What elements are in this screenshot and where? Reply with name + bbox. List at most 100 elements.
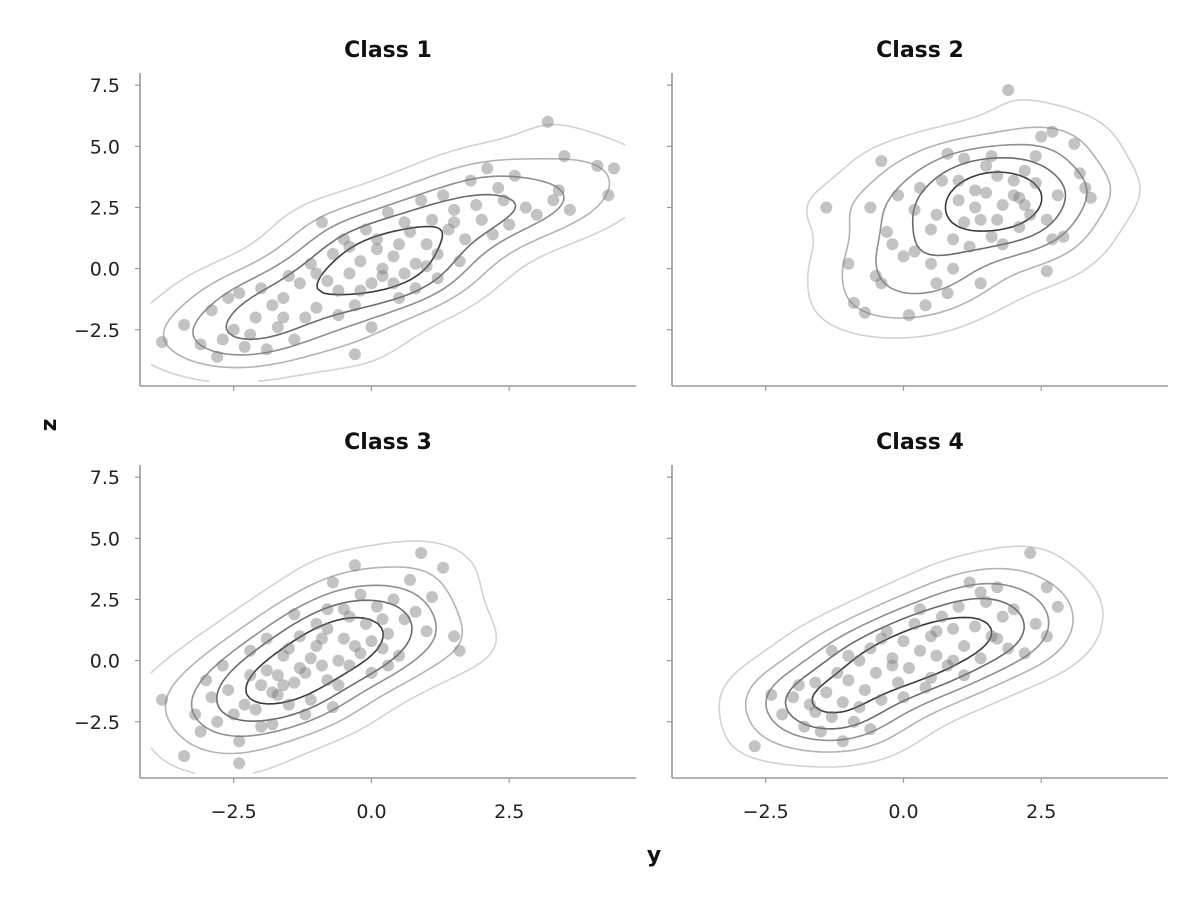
scatter-point [919,299,932,312]
scatter-point [875,632,888,645]
scatter-point [348,348,361,361]
scatter-point [497,194,510,207]
density-contour-level-5 [944,171,1043,232]
scatter-point [337,233,350,246]
scatter-point [563,203,576,216]
scatter-point [925,671,937,684]
scatter-point [969,184,982,197]
scatter-point [255,720,268,733]
scatter-point [941,287,954,300]
scatter-point [288,333,301,346]
scatter-points [156,115,620,363]
scatter-point [464,174,477,187]
scatter-point [310,267,323,280]
scatter-point [892,676,904,689]
scatter-point [293,277,306,290]
scatter-point [271,688,284,701]
scatter-point [343,659,356,672]
scatter-point [426,591,439,603]
scatter-point [985,230,998,243]
scatter-point [930,208,943,221]
scatter-point [886,652,899,665]
scatter-point [958,669,971,682]
y-tick-label: 2.5 [90,197,120,219]
scatter-point [1040,265,1053,278]
scatter-point [266,686,279,699]
x-tick-label: 2.5 [494,801,524,823]
scatter-point [194,725,207,738]
scatter-point [941,659,954,672]
scatter-point [980,186,993,199]
scatter-point [897,635,910,648]
scatter-point [376,270,389,282]
scatter-point [748,740,761,753]
scatter-point [304,652,317,665]
y-tick-label: 5.0 [90,136,120,158]
scatter-point [211,715,224,728]
scatter-point [892,189,904,202]
scatter-point [820,201,833,214]
scatter-point [958,640,971,652]
scatter-point [1018,199,1031,211]
scatter-point [437,561,450,574]
scatter-point [211,350,224,363]
scatter-point [365,635,378,648]
scatter-point [398,613,411,626]
y-tick-label: 7.5 [90,75,120,97]
scatter-point [958,152,971,165]
scatter-point [1024,547,1037,559]
scatter-point [337,632,350,645]
scatter-point [222,292,235,304]
scatter-point [925,630,937,643]
scatter-point [277,292,290,304]
scatter-point [831,666,844,679]
scatter-point [930,649,943,662]
scatter-point [803,698,816,711]
scatter-point [271,321,284,334]
scatter-point [897,250,910,263]
scatter-point [360,223,372,236]
scatter-point [492,181,505,194]
scatter-point [310,301,323,314]
scatter-point [398,216,411,229]
scatter-point [310,617,323,630]
scatter-point [348,559,361,572]
scatter-point [858,684,871,696]
scatter-point [354,284,367,297]
scatter-point [980,595,993,608]
scatter-point [321,622,334,635]
panel-title: Class 4 [876,430,964,455]
scatter-point [249,703,262,716]
scatter-point [880,225,893,238]
scatter-point [348,299,361,312]
scatter-point [847,296,860,309]
scatter-point [343,267,356,280]
density-contour-level-1 [150,123,626,382]
scatter-point [991,632,1004,645]
density-contours [718,545,1104,768]
scatter-point [809,676,822,689]
scatter-point [304,257,317,270]
scatter-point [376,613,389,626]
panel-title: Class 1 [344,38,432,63]
scatter-point [875,277,888,290]
scatter-point [1035,130,1048,143]
scatter-point [1007,189,1020,202]
scatter-point [1046,233,1059,246]
scatter-point [189,708,202,721]
scatter-point [244,328,257,341]
scatter-point [991,169,1004,182]
scatter-point [864,201,877,214]
scatter-point [387,593,400,606]
scatter-point [244,644,257,657]
scatter-point [326,576,339,589]
scatter-point [996,610,1009,623]
scatter-point [875,693,888,706]
scatter-point [1084,191,1097,204]
y-tick-label: 0.0 [90,259,120,281]
scatter-point [360,617,372,630]
scatter-point [266,299,279,312]
density-contours [150,540,498,774]
scatter-point [387,250,400,263]
scatter-point [1002,642,1015,655]
